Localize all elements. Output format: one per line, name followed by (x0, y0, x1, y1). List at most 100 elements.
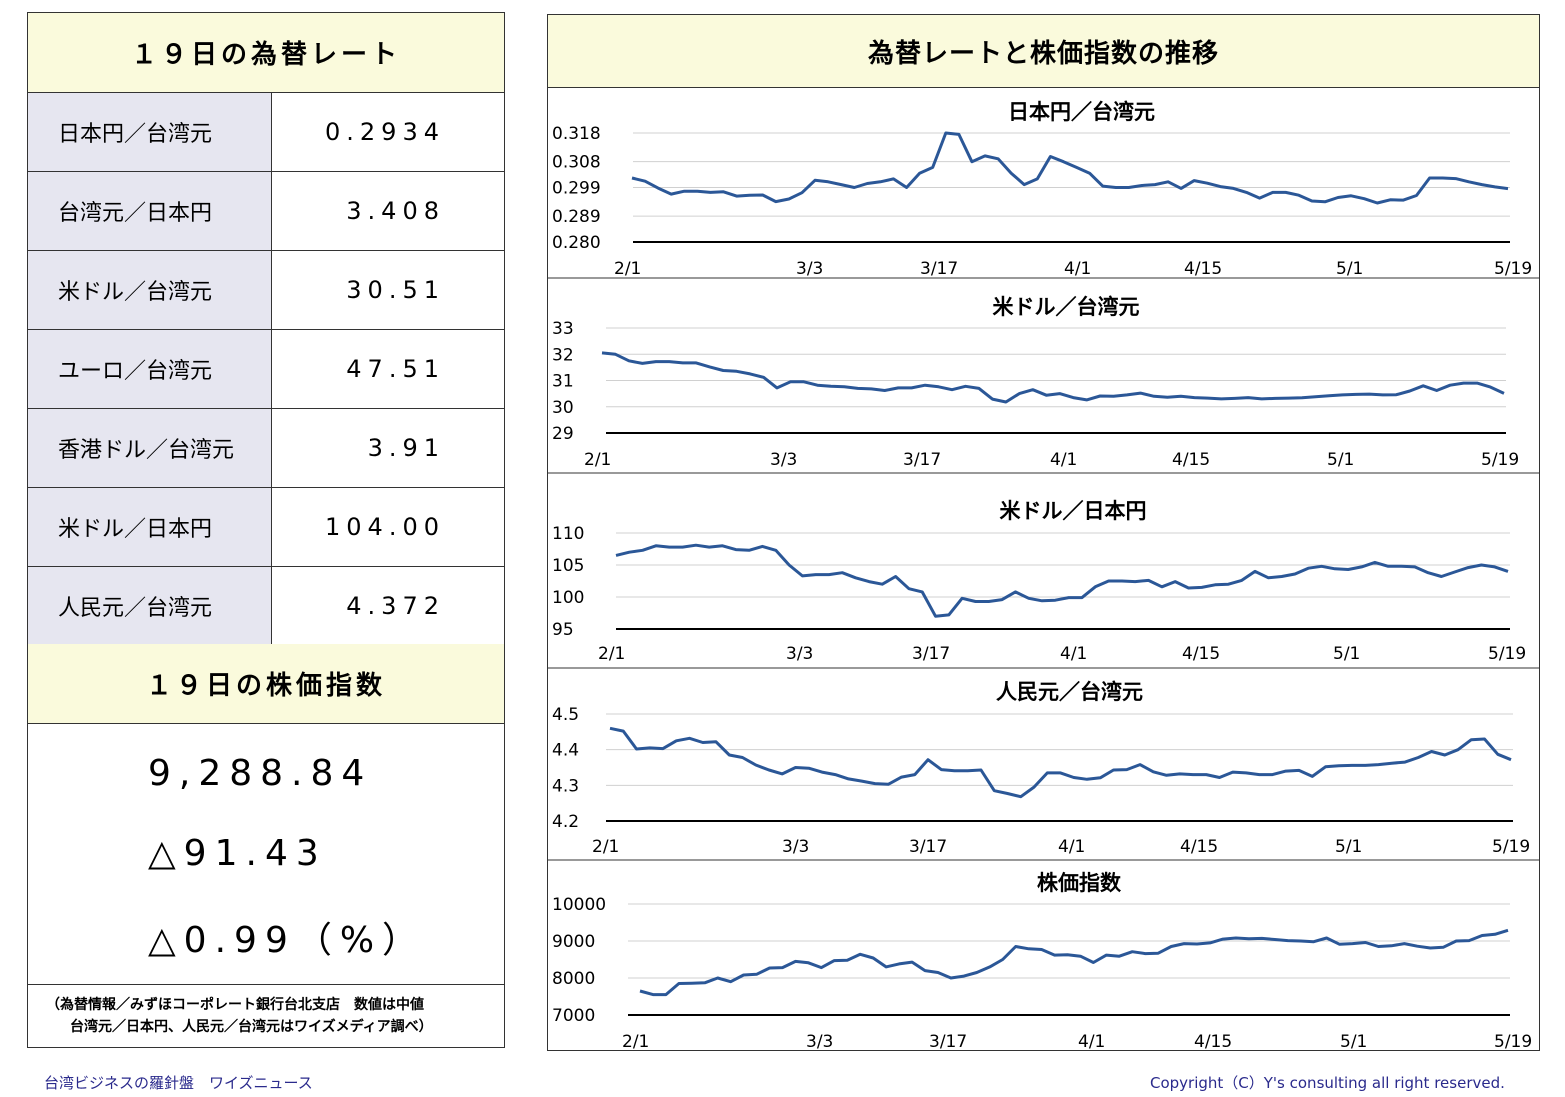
series-line (631, 131, 1509, 205)
x-tick-label: 5/19 (1492, 837, 1530, 857)
x-tick-label: 2/1 (592, 837, 619, 857)
rates-panel: １９日の為替レート 日本円／台湾元 0.2934 台湾元／日本円 3.408 米… (27, 12, 505, 1048)
y-tick-label: 29 (552, 424, 574, 444)
rate-name: 日本円／台湾元 (28, 93, 272, 171)
series-line (615, 543, 1509, 618)
rates-title: １９日の為替レート (28, 13, 504, 93)
x-tick-label: 5/19 (1494, 259, 1532, 279)
y-tick-label: 110 (552, 524, 584, 544)
rate-row: 米ドル／台湾元 30.51 (28, 251, 504, 330)
rate-value: 104.00 (325, 513, 445, 541)
charts-title: 為替レートと株価指数の推移 (548, 15, 1539, 88)
x-tick-label: 4/1 (1058, 837, 1085, 857)
rate-row: 台湾元／日本円 3.408 (28, 172, 504, 251)
chart-title: 株価指数 (1037, 871, 1122, 895)
rate-row: 米ドル／日本円 104.00 (28, 488, 504, 567)
series-line (609, 726, 1512, 799)
rate-row: 日本円／台湾元 0.2934 (28, 93, 504, 172)
y-tick-label: 0.308 (552, 153, 601, 173)
x-tick-label: 4/15 (1184, 259, 1222, 279)
rate-name: 香港ドル／台湾元 (28, 409, 272, 487)
rate-name: 人民元／台湾元 (28, 567, 272, 645)
y-tick-label: 4.5 (552, 705, 579, 725)
x-tick-label: 5/1 (1340, 1032, 1367, 1052)
index-value: 9,288.84 (148, 753, 373, 794)
rate-row: ユーロ／台湾元 47.51 (28, 330, 504, 409)
x-tick-label: 4/1 (1078, 1032, 1105, 1052)
y-tick-label: 100 (552, 588, 584, 608)
y-tick-label: 4.3 (552, 776, 579, 796)
x-tick-label: 3/3 (770, 450, 797, 470)
x-tick-label: 3/3 (782, 837, 809, 857)
x-tick-label: 2/1 (584, 450, 611, 470)
rate-name: ユーロ／台湾元 (28, 330, 272, 408)
x-tick-label: 4/15 (1194, 1032, 1232, 1052)
chart-5: 株価指数 10000 9000 8000 7000 2/1 3/3 3/17 4/1 4/15 5/… (552, 871, 1532, 1052)
footer-brand: 台湾ビジネスの羅針盤 ワイズニュース (44, 1074, 313, 1092)
y-tick-label: 9000 (552, 932, 595, 952)
x-tick-label: 3/17 (903, 450, 941, 470)
rate-value: 4.372 (346, 592, 445, 620)
footnote-line-1: （為替情報／みずほコーポレート銀行台北支店 数値は中値 (46, 997, 424, 1013)
x-tick-label: 4/1 (1050, 450, 1077, 470)
x-tick-label: 4/15 (1180, 837, 1218, 857)
y-tick-label: 33 (552, 319, 574, 339)
index-change: △91.43 (148, 833, 327, 874)
x-tick-label: 3/3 (786, 644, 813, 664)
chart-title: 米ドル／日本円 (1000, 499, 1147, 523)
x-tick-label: 3/17 (912, 644, 950, 664)
x-tick-label: 2/1 (622, 1032, 649, 1052)
rate-name: 米ドル／日本円 (28, 488, 272, 566)
footnote: （為替情報／みずほコーポレート銀行台北支店 数値は中値 台湾元／日本円、人民元／… (28, 984, 504, 1048)
x-tick-label: 5/19 (1488, 644, 1526, 664)
x-tick-label: 2/1 (598, 644, 625, 664)
x-tick-label: 5/1 (1336, 259, 1363, 279)
chart-title: 人民元／台湾元 (996, 680, 1143, 704)
y-tick-label: 32 (552, 345, 574, 365)
y-tick-label: 10000 (552, 895, 606, 915)
y-tick-label: 0.280 (552, 233, 601, 253)
y-tick-label: 7000 (552, 1006, 595, 1026)
x-tick-label: 5/1 (1335, 837, 1362, 857)
chart-1: 日本円／台湾元 0.318 0.308 0.299 0.289 0.280 2/1 3/3 3/… (548, 100, 1539, 279)
series-line (601, 351, 1505, 404)
x-tick-label: 4/1 (1064, 259, 1091, 279)
chart-title: 米ドル／台湾元 (993, 295, 1140, 319)
index-change-pct: △0.99（%） (148, 920, 427, 961)
x-tick-label: 5/1 (1333, 644, 1360, 664)
y-tick-label: 105 (552, 556, 584, 576)
y-tick-label: 31 (552, 372, 574, 392)
chart-2: 米ドル／台湾元 33 32 31 30 29 2/1 3/3 3/17 4/1 4/15 5/1 5/1… (548, 295, 1539, 474)
x-tick-label: 3/3 (796, 259, 823, 279)
y-tick-label: 0.289 (552, 207, 601, 227)
x-tick-label: 3/3 (806, 1032, 833, 1052)
y-tick-label: 30 (552, 398, 574, 418)
footnote-line-2: 台湾元／日本円、人民元／台湾元はワイズメディア調べ） (70, 1019, 433, 1035)
y-tick-label: 95 (552, 620, 574, 640)
series-line (639, 928, 1509, 997)
x-tick-label: 5/19 (1494, 1032, 1532, 1052)
x-tick-label: 4/15 (1182, 644, 1220, 664)
y-tick-label: 4.2 (552, 812, 579, 832)
index-title: １９日の株価指数 (28, 644, 504, 724)
charts-panel: 為替レートと株価指数の推移 日本円／台湾元 0.318 0.308 0.299 0.28… (547, 14, 1540, 1052)
y-tick-label: 0.299 (552, 179, 601, 199)
x-tick-label: 4/15 (1172, 450, 1210, 470)
rate-name: 台湾元／日本円 (28, 172, 272, 250)
x-tick-label: 2/1 (614, 259, 641, 279)
chart-3: 米ドル／日本円 110 105 100 95 2/1 3/3 3/17 4/1 4/15 5/1 5/… (548, 499, 1539, 669)
x-tick-label: 5/19 (1481, 450, 1519, 470)
y-tick-label: 8000 (552, 969, 595, 989)
rate-value: 47.51 (346, 355, 445, 383)
x-tick-label: 4/1 (1060, 644, 1087, 664)
rate-value: 3.91 (367, 434, 445, 462)
rate-name: 米ドル／台湾元 (28, 251, 272, 329)
chart-4: 人民元／台湾元 4.5 4.4 4.3 4.2 2/1 3/3 3/17 4/1 4/15 5/1 5… (548, 680, 1539, 861)
y-tick-label: 0.318 (552, 124, 601, 144)
x-tick-label: 3/17 (909, 837, 947, 857)
rate-value: 30.51 (346, 276, 445, 304)
rate-row: 香港ドル／台湾元 3.91 (28, 409, 504, 488)
footer-copyright: Copyright（C）Y's consulting all right res… (1150, 1074, 1505, 1092)
x-tick-label: 3/17 (929, 1032, 967, 1052)
x-tick-label: 3/17 (920, 259, 958, 279)
